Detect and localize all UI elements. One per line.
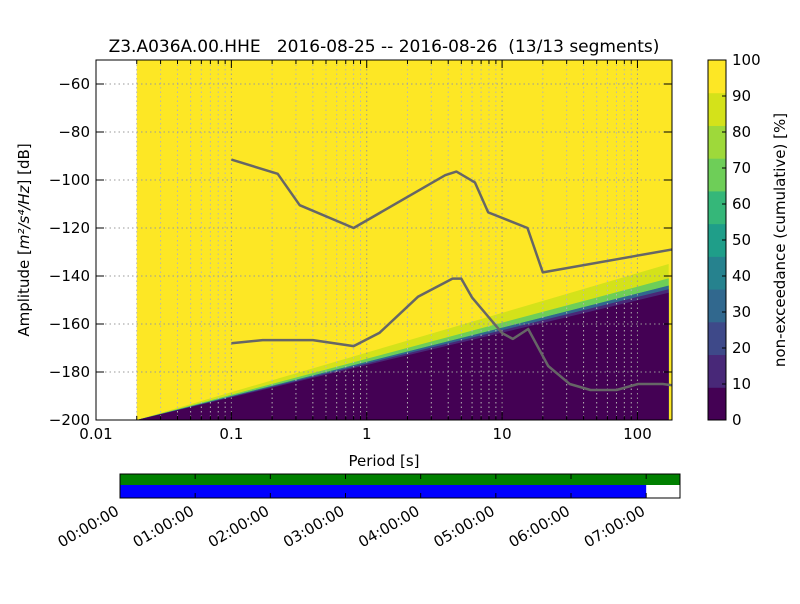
colorbar-band — [708, 125, 726, 159]
colorbar: 0 10 20 30 40 50 60 70 80 90 100 non-exceedance (c… — [707, 51, 789, 429]
y-tick-label: −200 — [49, 411, 90, 429]
high-noise-model — [231, 158, 672, 274]
colorbar-band — [708, 223, 726, 257]
available-segment — [120, 474, 680, 485]
colorbar-band — [708, 158, 726, 192]
y-axis-label-suffix: ] [dB] — [15, 143, 33, 185]
y-axis-label-prefix: Amplitude [ — [15, 249, 33, 337]
reference-lines — [231, 158, 672, 392]
plot-area: 0.01 0.1 1 10 100 −60 −80 −100 −120 −140 −160 −180… — [49, 59, 673, 443]
colorbar-tick-label: 50 — [732, 231, 751, 249]
colorbar-tick-label: 10 — [732, 375, 751, 393]
y-tick-label: −60 — [58, 75, 90, 93]
availability-segments — [120, 474, 680, 498]
y-tick-label: −160 — [49, 315, 90, 333]
colorbar-band — [708, 289, 726, 323]
heatmap-layer — [136, 60, 672, 420]
colorbar-tick-label: 20 — [732, 339, 751, 357]
colorbar-band — [708, 256, 726, 290]
colorbar-ticks: 0 10 20 30 40 50 60 70 80 90 100 — [722, 51, 761, 429]
colorbar-band — [708, 60, 726, 94]
heatmap-band-p0 — [136, 292, 669, 420]
grid-lines — [96, 60, 672, 420]
colorbar-band — [708, 190, 726, 225]
chart-title: Z3.A036A.00.HHE 2016-08-25 -- 2016-08-26… — [109, 37, 660, 57]
colorbar-band — [708, 92, 726, 126]
availability-frame — [119, 473, 681, 499]
plot-frame — [95, 59, 673, 421]
x-tick-label: 0.01 — [79, 425, 112, 443]
y-tick-label: −100 — [49, 171, 90, 189]
y-axis-label-units: m²/s⁴/Hz — [15, 184, 33, 249]
colorbar-band — [708, 354, 726, 388]
x-tick-label: 10 — [493, 425, 512, 443]
x-tick-label: 1 — [362, 425, 372, 443]
y-axis-label: Amplitude [m²/s⁴/Hz] [dB] — [15, 143, 33, 336]
colorbar-tick-label: 40 — [732, 267, 751, 285]
y-tick-label: −80 — [58, 123, 90, 141]
y-tick-label: −120 — [49, 219, 90, 237]
colorbar-tick-label: 60 — [732, 195, 751, 213]
colorbar-tick-label: 80 — [732, 123, 751, 141]
y-tick-label: −140 — [49, 267, 90, 285]
colorbar-band — [708, 387, 726, 421]
colorbar-tick-label: 70 — [732, 159, 751, 177]
colorbar-tick-label: 0 — [732, 411, 742, 429]
low-noise-model — [231, 277, 672, 392]
x-axis: 0.01 0.1 1 10 100 — [79, 60, 652, 443]
used-segment — [120, 485, 647, 498]
y-axis: −60 −80 −100 −120 −140 −160 −180 −200 — [49, 75, 672, 429]
colorbar-label: non-exceedance (cumulative) [%] — [771, 113, 789, 367]
y-tick-label: −180 — [49, 363, 90, 381]
colorbar-tick-label: 30 — [732, 303, 751, 321]
x-tick-label: 0.1 — [219, 425, 243, 443]
colorbar-bands — [708, 60, 726, 421]
x-tick-label: 100 — [623, 425, 652, 443]
x-axis-label: Period [s] — [348, 452, 419, 470]
colorbar-tick-label: 100 — [732, 51, 761, 69]
colorbar-band — [708, 321, 726, 356]
colorbar-tick-label: 90 — [732, 87, 751, 105]
